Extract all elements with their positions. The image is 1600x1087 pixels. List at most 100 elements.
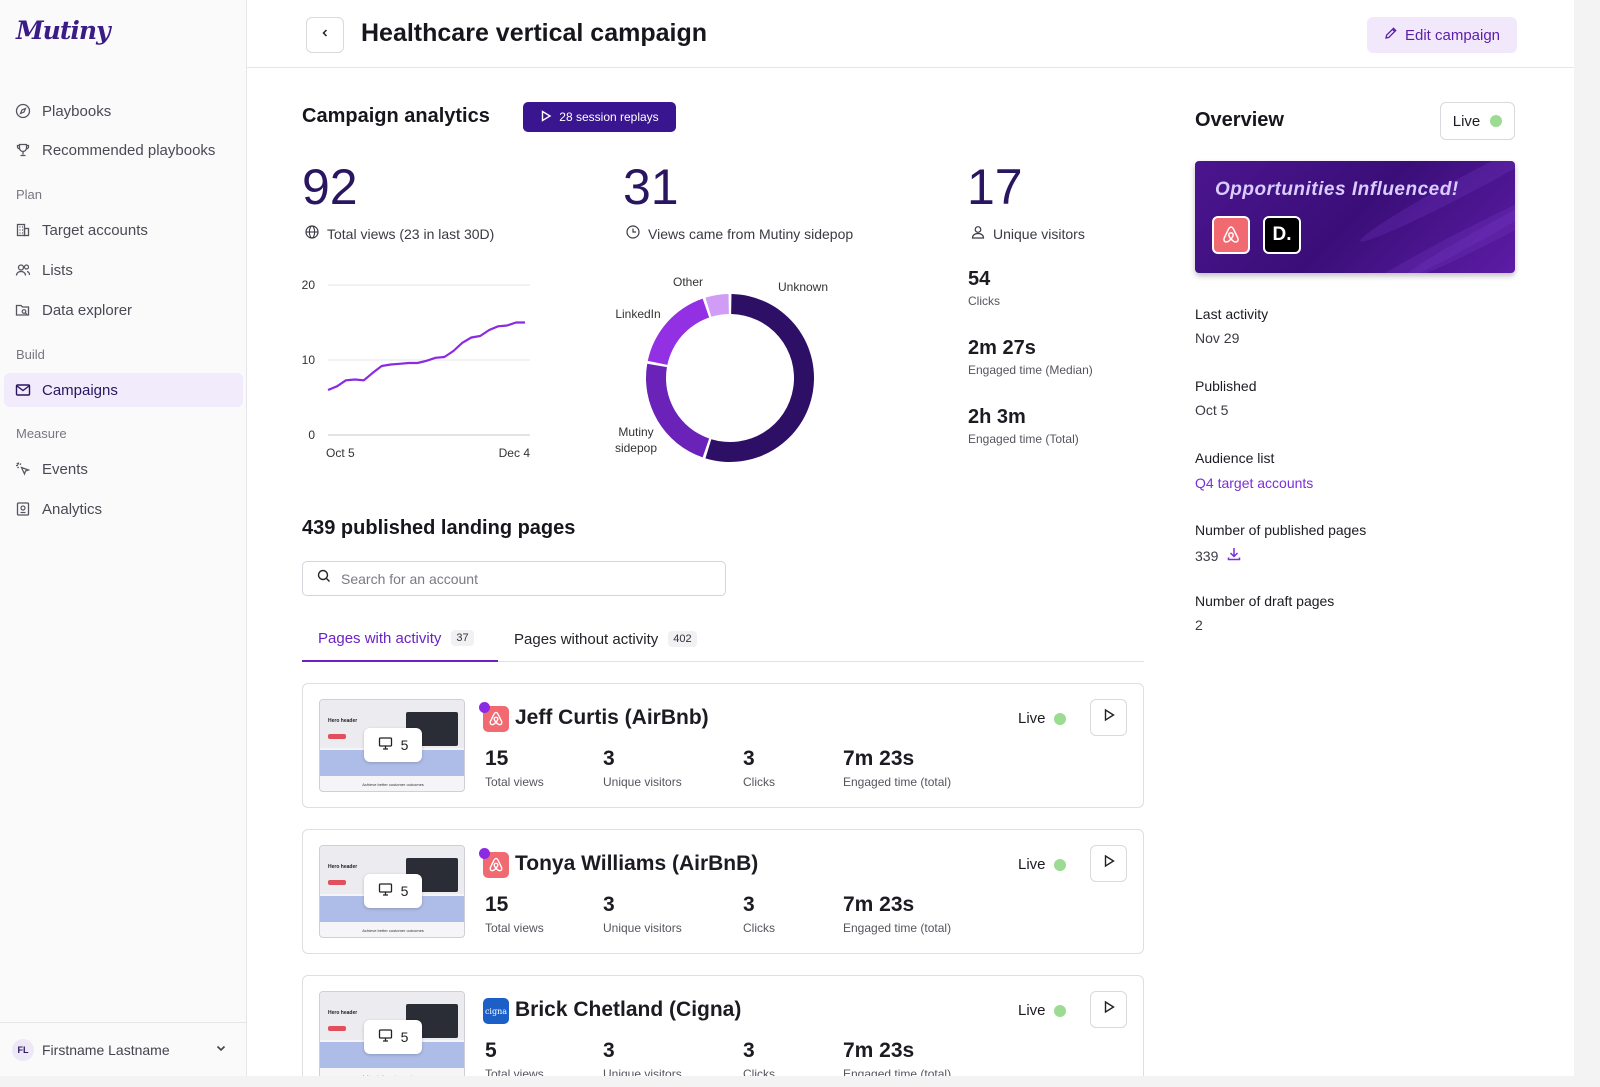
- account-name[interactable]: Tonya Williams (AirBnB): [515, 852, 759, 875]
- card-stat-unique-visitors: 3 Unique visitors: [603, 1039, 682, 1076]
- session-count-value: 5: [400, 737, 409, 753]
- engaged-total-label: Engaged time (Total): [968, 432, 1079, 446]
- thumb-hero-text: Hero header: [328, 718, 358, 724]
- views-series-line: [327, 321, 525, 392]
- sidebar-item-label: Playbooks: [42, 102, 112, 120]
- search-input[interactable]: [341, 570, 701, 587]
- page-title: Healthcare vertical campaign: [361, 19, 707, 47]
- edit-campaign-button[interactable]: Edit campaign: [1367, 17, 1517, 53]
- status-label: Live: [1018, 856, 1046, 873]
- edit-campaign-label: Edit campaign: [1404, 26, 1501, 44]
- x-tick-label: Oct 5: [326, 446, 355, 460]
- session-count: 5: [364, 1020, 422, 1054]
- sidebar-item-recommended-playbooks[interactable]: Recommended playbooks: [4, 133, 243, 167]
- stat-label: Engaged time (total): [843, 1067, 952, 1076]
- sidebar-item-campaigns[interactable]: Campaigns: [4, 373, 243, 407]
- live-indicator: [1053, 858, 1066, 871]
- session-replays-label: 28 session replays: [559, 110, 659, 124]
- campaign-status-badge[interactable]: Live: [1440, 102, 1515, 140]
- card-stat-total-views: 15 Total views: [485, 893, 544, 935]
- globe-icon: [305, 225, 319, 242]
- sidebar-item-label: Analytics: [42, 500, 103, 518]
- account-name[interactable]: Jeff Curtis (AirBnb): [515, 706, 709, 729]
- stat-label: Unique visitors: [603, 1067, 682, 1076]
- y-tick-label: 10: [302, 353, 316, 367]
- views-line-chart: 0 10 20 Oct 5 Dec 4: [302, 278, 531, 460]
- thumb-hero-text: Hero header: [328, 864, 358, 870]
- sidebar-item-playbooks[interactable]: Playbooks: [4, 94, 243, 128]
- card-stat-total-views: 15 Total views: [485, 747, 544, 789]
- session-replays-button[interactable]: 28 session replays: [523, 102, 676, 132]
- tab-pages-without-activity[interactable]: Pages without activity 402: [498, 616, 713, 662]
- donut-slice-unknown[interactable]: [705, 294, 814, 462]
- play-icon: [1102, 1000, 1116, 1019]
- card-stat-engaged: 7m 23s Engaged time (total): [843, 893, 951, 935]
- landing-page-card[interactable]: Hero header Achieve better customer outco…: [302, 829, 1144, 954]
- sidebar-item-label: Events: [42, 460, 88, 478]
- sidebar-item-lists[interactable]: Lists: [4, 253, 243, 287]
- play-icon: [1102, 854, 1116, 873]
- audience-list-link[interactable]: Q4 target accounts: [1195, 475, 1314, 491]
- download-icon[interactable]: [1226, 546, 1242, 565]
- donut-label: Unknown: [778, 280, 828, 294]
- sidebar-item-label: Recommended playbooks: [42, 141, 216, 159]
- status-label: Live: [1018, 1002, 1046, 1019]
- stat-label: Clicks: [743, 921, 775, 935]
- stat-value: 3: [603, 747, 615, 770]
- user-menu[interactable]: FL Firstname Lastname: [0, 1022, 247, 1076]
- building-icon: [14, 221, 32, 239]
- sidebar-item-data-explorer[interactable]: Data explorer: [4, 293, 243, 327]
- account-search[interactable]: [302, 561, 726, 596]
- published-pages-title: 439 published landing pages: [302, 517, 576, 539]
- published-pages-label: Number of published pages: [1195, 522, 1367, 538]
- monitor-icon: [378, 736, 393, 754]
- sidebar: Mutiny Playbooks Recommended playbooks P…: [0, 0, 247, 1076]
- mail-icon: [14, 381, 32, 399]
- stat-value: 7m 23s: [843, 893, 915, 916]
- page-thumbnail[interactable]: Hero header Achieve better customer outco…: [319, 991, 465, 1076]
- play-replay-button[interactable]: [1090, 991, 1127, 1028]
- activity-dot: [479, 702, 490, 713]
- mutiny-logo[interactable]: Mutiny: [16, 16, 111, 45]
- card-status: Live: [1018, 710, 1066, 727]
- folder-search-icon: [14, 301, 32, 319]
- section-build: Build: [16, 347, 45, 362]
- engaged-median-label: Engaged time (Median): [968, 363, 1093, 377]
- last-activity-label: Last activity: [1195, 306, 1269, 322]
- card-stat-clicks: 3 Clicks: [743, 747, 775, 789]
- section-measure: Measure: [16, 426, 67, 441]
- card-stat-total-views: 5 Total views: [485, 1039, 544, 1076]
- stat-value: 15: [485, 747, 509, 770]
- live-indicator: [1490, 115, 1503, 127]
- user-name: Firstname Lastname: [42, 1041, 170, 1058]
- clicks-stat: 54 Clicks: [968, 268, 1000, 308]
- sidebar-item-target-accounts[interactable]: Target accounts: [4, 213, 243, 247]
- pencil-icon: [1384, 26, 1398, 44]
- landing-page-card[interactable]: Hero header Achieve better customer outco…: [302, 975, 1144, 1076]
- play-replay-button[interactable]: [1090, 845, 1127, 882]
- page-header: Healthcare vertical campaign Edit campai…: [247, 0, 1574, 68]
- stat-value: 3: [603, 1039, 615, 1062]
- stat-label: Engaged time (total): [843, 775, 952, 789]
- page-thumbnail[interactable]: Hero header Achieve better customer outco…: [319, 845, 465, 938]
- overview-title: Overview: [1195, 109, 1284, 131]
- page-thumbnail[interactable]: Hero header Achieve better customer outco…: [319, 699, 465, 792]
- donut-slice-linkedin[interactable]: [647, 298, 710, 365]
- card-status: Live: [1018, 1002, 1066, 1019]
- donut-label: Mutiny: [618, 425, 653, 439]
- engaged-total-stat: 2h 3m Engaged time (Total): [968, 406, 1079, 446]
- sidebar-item-events[interactable]: Events: [4, 452, 243, 486]
- sidebar-item-analytics[interactable]: Analytics: [4, 492, 243, 526]
- landing-page-card[interactable]: Hero header Achieve better customer outco…: [302, 683, 1144, 808]
- opportunities-banner: Opportunities Influenced! D.: [1195, 161, 1515, 273]
- total-views-value: 92: [302, 159, 358, 215]
- donut-slice-mutiny-sidepop[interactable]: [646, 363, 710, 458]
- donut-slice-other[interactable]: [705, 294, 729, 317]
- tab-pages-with-activity[interactable]: Pages with activity 37: [302, 616, 498, 662]
- card-stat-clicks: 3 Clicks: [743, 1039, 775, 1076]
- play-replay-button[interactable]: [1090, 699, 1127, 736]
- back-button[interactable]: [306, 17, 344, 53]
- campaign-analytics-title: Campaign analytics: [302, 105, 490, 127]
- audience-list-label: Audience list: [1195, 450, 1275, 466]
- account-name[interactable]: Brick Chetland (Cigna): [515, 998, 742, 1021]
